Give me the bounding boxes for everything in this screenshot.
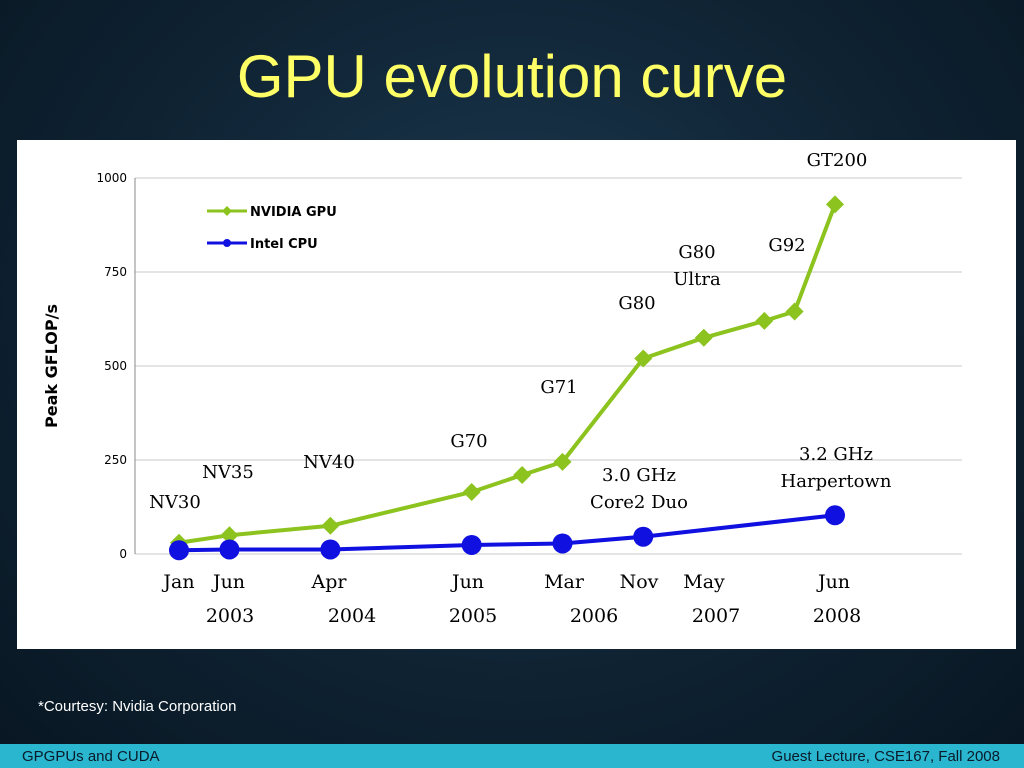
intel-cpu-point xyxy=(169,540,189,561)
annotation-label: 3.2 GHz xyxy=(799,444,873,465)
slide-title: GPU evolution curve xyxy=(236,43,788,110)
intel-cpu-point xyxy=(461,534,482,555)
annotation-label: G80 xyxy=(618,293,655,314)
y-axis-label: Peak GFLOP/s xyxy=(42,304,61,428)
x-tick-label: Jun xyxy=(450,571,484,593)
x-tick-label: May xyxy=(683,571,725,593)
nvidia-gpu-line xyxy=(178,203,837,545)
nvidia-gpu-point xyxy=(513,466,532,485)
x-year-label: 2006 xyxy=(570,605,618,627)
x-year-label: 2005 xyxy=(449,605,497,627)
x-year-label: 2004 xyxy=(328,605,376,627)
annotation-label: 3.0 GHz xyxy=(602,465,676,486)
annotation-label: Core2 Duo xyxy=(590,492,688,513)
intel-cpu-point xyxy=(552,533,573,554)
x-tick-label: Apr xyxy=(311,571,348,593)
annotation-label: NV30 xyxy=(149,492,201,513)
nvidia-gpu-point xyxy=(220,526,239,545)
annotation-label: Harpertown xyxy=(781,471,892,492)
y-tick-label: 0 xyxy=(119,547,127,561)
gflops-line-chart: 0 250 500 750 1000 Peak GFLOP/s Jan Jun Apr Jun Ma… xyxy=(42,150,962,627)
y-tick-label: 250 xyxy=(104,453,127,467)
x-tick-label: Jun xyxy=(816,571,850,593)
intel-cpu-point xyxy=(219,539,240,560)
nvidia-gpu-point xyxy=(462,482,481,501)
nvidia-gpu-point xyxy=(321,516,340,535)
annotation-label: NV40 xyxy=(303,452,355,473)
chart-panel: 0 250 500 750 1000 Peak GFLOP/s Jan Jun Apr Jun Ma… xyxy=(17,140,1016,649)
annotation-label: NV35 xyxy=(202,462,254,483)
nvidia-gpu-point xyxy=(553,452,572,471)
intel-cpu-line xyxy=(178,513,836,553)
intel-cpu-point xyxy=(633,526,654,547)
annotation-label: Ultra xyxy=(673,269,721,290)
legend-swatch-marker xyxy=(223,239,231,247)
annotation-label: GT200 xyxy=(807,150,868,171)
x-tick-label: Jun xyxy=(211,571,245,593)
x-year-label: 2008 xyxy=(813,605,861,627)
annotation-label: G71 xyxy=(540,377,577,398)
annotation-label: G70 xyxy=(450,431,487,452)
legend-label: Intel CPU xyxy=(250,237,318,252)
intel-cpu-point xyxy=(825,505,845,526)
nvidia-gpu-point xyxy=(785,302,804,321)
x-tick-label: Nov xyxy=(620,571,659,593)
legend-label: NVIDIA GPU xyxy=(250,205,337,220)
annotation-label: G92 xyxy=(768,235,805,256)
nvidia-gpu-point xyxy=(634,349,653,368)
x-tick-label: Jan xyxy=(161,571,194,593)
x-year-label: 2003 xyxy=(206,605,254,627)
intel-cpu-point xyxy=(320,539,341,560)
nvidia-gpu-point xyxy=(826,195,844,214)
y-tick-label: 1000 xyxy=(96,171,127,185)
annotation-label: G80 xyxy=(678,242,715,263)
courtesy-note: *Courtesy: Nvidia Corporation xyxy=(38,698,237,715)
x-tick-label: Mar xyxy=(544,571,585,593)
y-tick-label: 500 xyxy=(104,359,127,373)
legend-swatch-marker xyxy=(222,206,232,216)
footer-lecture-info: Guest Lecture, CSE167, Fall 2008 xyxy=(771,748,1000,765)
y-tick-label: 750 xyxy=(104,265,127,279)
x-year-label: 2007 xyxy=(692,605,740,627)
footer-course-title: GPGPUs and CUDA xyxy=(22,748,160,765)
nvidia-gpu-point xyxy=(694,328,713,347)
footer-bar: GPGPUs and CUDA Guest Lecture, CSE167, F… xyxy=(0,744,1024,768)
nvidia-gpu-point xyxy=(755,311,774,330)
